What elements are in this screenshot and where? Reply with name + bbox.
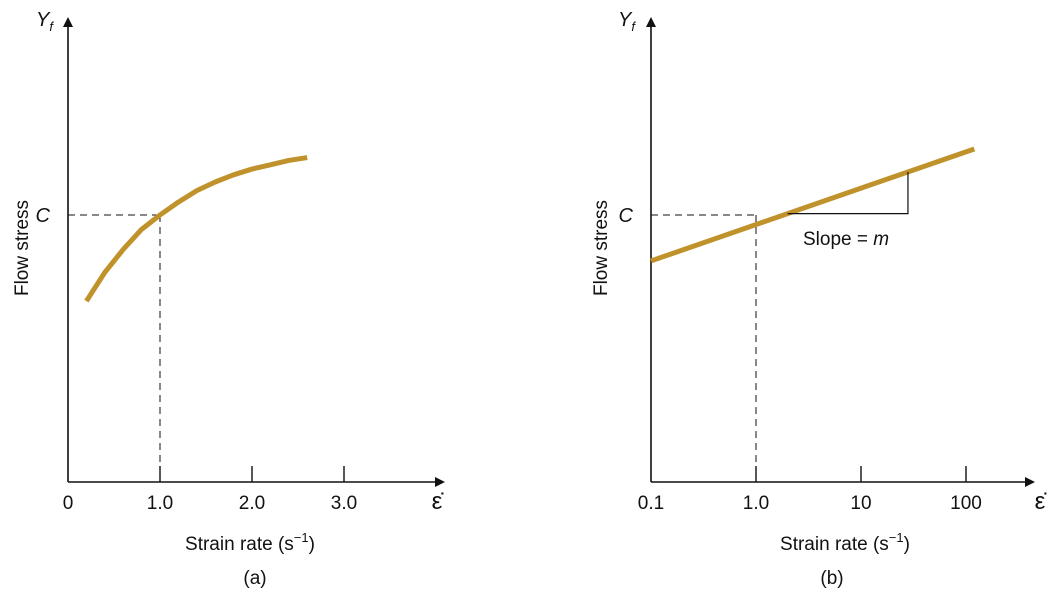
chart-b-slope-triangle — [787, 171, 909, 215]
chart-b-y-axis-symbol: Yf — [618, 9, 636, 34]
chart-b-y-axis-label: Flow stress — [591, 200, 612, 296]
chart-a: Yf Flow stress ε̇ Strain rate (s−1) (a) … — [12, 9, 445, 589]
chart-a-series-line — [84, 155, 308, 303]
chart-b-x-axis-symbol: ε̇ — [1035, 488, 1048, 515]
chart-b-x-axis-label: Strain rate (s−1) — [780, 530, 910, 555]
chart-a-panel-label: (a) — [243, 568, 266, 589]
chart-a-x-axis-symbol: ε̇ — [432, 488, 445, 515]
chart-b-x-tick-label: 1.0 — [743, 493, 769, 514]
chart-a-x-tick-label: 1.0 — [147, 493, 173, 514]
chart-b-reference-label: C — [619, 205, 634, 227]
chart-a-x-axis-label: Strain rate (s−1) — [185, 530, 315, 555]
chart-b: Yf Flow stress ε̇ Strain rate (s−1) (b) … — [591, 9, 1047, 589]
chart-b-slope-annotation: Slope = m — [803, 229, 889, 250]
chart-b-x-tick-label: 100 — [950, 493, 982, 514]
chart-a-y-axis-label: Flow stress — [12, 200, 33, 296]
chart-a-x-tick-label: 3.0 — [331, 493, 357, 514]
chart-a-reference-label: C — [36, 205, 51, 227]
chart-b-series-line — [650, 146, 976, 264]
chart-a-y-axis-symbol: Yf — [36, 9, 54, 34]
chart-b-panel-label: (b) — [820, 568, 843, 589]
chart-b-x-tick-label: 10 — [850, 493, 871, 514]
chart-a-x-tick-label: 2.0 — [239, 493, 265, 514]
chart-a-x-tick-label: 0 — [63, 493, 74, 514]
chart-b-x-tick-label: 0.1 — [638, 493, 664, 514]
